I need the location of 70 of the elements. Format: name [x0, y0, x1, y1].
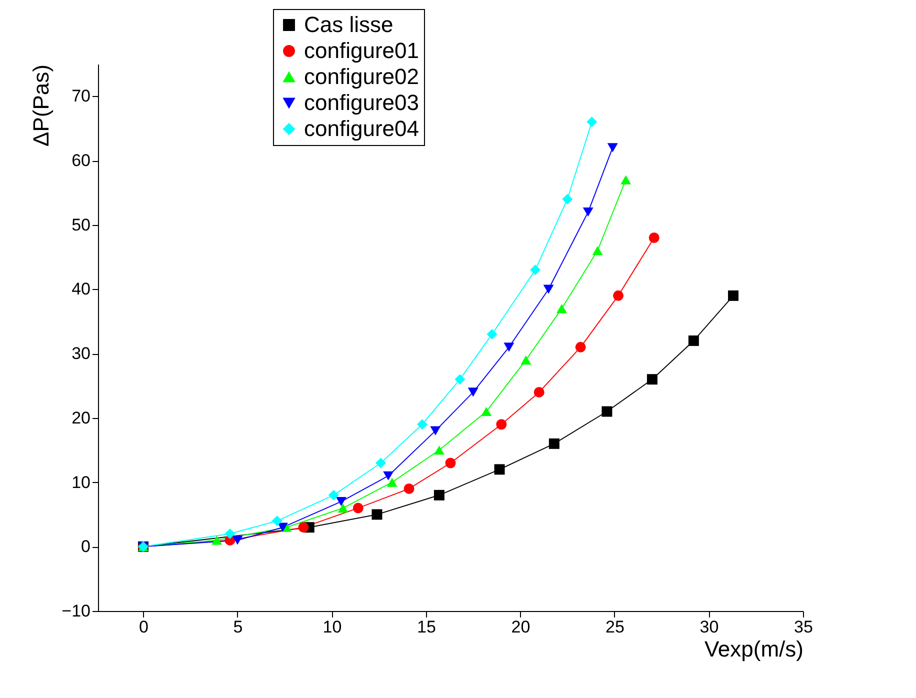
legend-label: configure03: [304, 90, 419, 115]
point: [298, 522, 309, 533]
point: [352, 502, 364, 514]
x-tick-label: 0: [139, 618, 148, 636]
point: [688, 335, 699, 346]
x-tick-label: 10: [322, 618, 342, 636]
y-axis-title: ΔP(Pas): [28, 64, 54, 146]
point: [454, 374, 466, 385]
point: [582, 207, 594, 217]
point: [728, 290, 738, 301]
point: [434, 490, 444, 500]
point: [486, 329, 498, 340]
y-tick-label: −10: [62, 602, 90, 620]
point: [445, 458, 456, 468]
point: [602, 406, 612, 417]
point: [336, 497, 346, 506]
point: [386, 478, 398, 487]
point: [607, 143, 618, 152]
legend-label: configure02: [304, 64, 419, 89]
y-tick-label: 50: [72, 215, 90, 234]
point: [481, 406, 492, 416]
x-tick-label: 20: [511, 618, 530, 636]
point: [383, 471, 394, 480]
point: [613, 290, 624, 301]
point: [372, 509, 382, 520]
point: [496, 419, 507, 430]
point: [575, 342, 586, 352]
x-tick-label: 5: [233, 618, 243, 636]
legend-label: configure04: [304, 116, 419, 141]
y-tick-label: 40: [72, 280, 90, 299]
point: [548, 438, 560, 449]
point: [562, 194, 573, 204]
point: [430, 426, 441, 436]
y-tick-label: 10: [72, 472, 90, 492]
y-tick-label: 0: [81, 537, 90, 556]
point: [328, 490, 339, 500]
x-tick-label: 35: [794, 618, 813, 636]
legend-label: configure01: [304, 38, 419, 63]
legend-label: Cas lisse: [304, 12, 394, 37]
point: [504, 342, 514, 352]
x-tick-label: 15: [417, 618, 436, 636]
point: [534, 386, 544, 398]
point: [416, 419, 428, 430]
point: [592, 246, 603, 256]
point: [338, 503, 348, 513]
y-tick-label: 70: [72, 86, 90, 106]
x-tick-label: 30: [700, 618, 719, 636]
x-tick-label: 25: [606, 618, 624, 636]
point: [620, 175, 632, 184]
y-tick-label: 60: [72, 151, 90, 170]
point: [232, 536, 243, 545]
x-axis-title: Vexp(m/s): [704, 636, 804, 662]
point: [494, 464, 505, 475]
point: [520, 355, 532, 365]
point: [648, 232, 660, 243]
point: [272, 516, 282, 526]
point: [586, 116, 598, 128]
point: [376, 458, 386, 468]
y-tick-label: 20: [72, 408, 90, 428]
point: [468, 388, 478, 397]
y-tick-label: 30: [72, 344, 90, 364]
point: [212, 536, 222, 545]
point: [277, 522, 288, 532]
point: [434, 446, 444, 455]
point: [543, 284, 554, 294]
point: [404, 483, 414, 494]
point: [556, 304, 567, 314]
point: [646, 374, 658, 385]
point: [224, 528, 236, 540]
point: [530, 264, 541, 276]
